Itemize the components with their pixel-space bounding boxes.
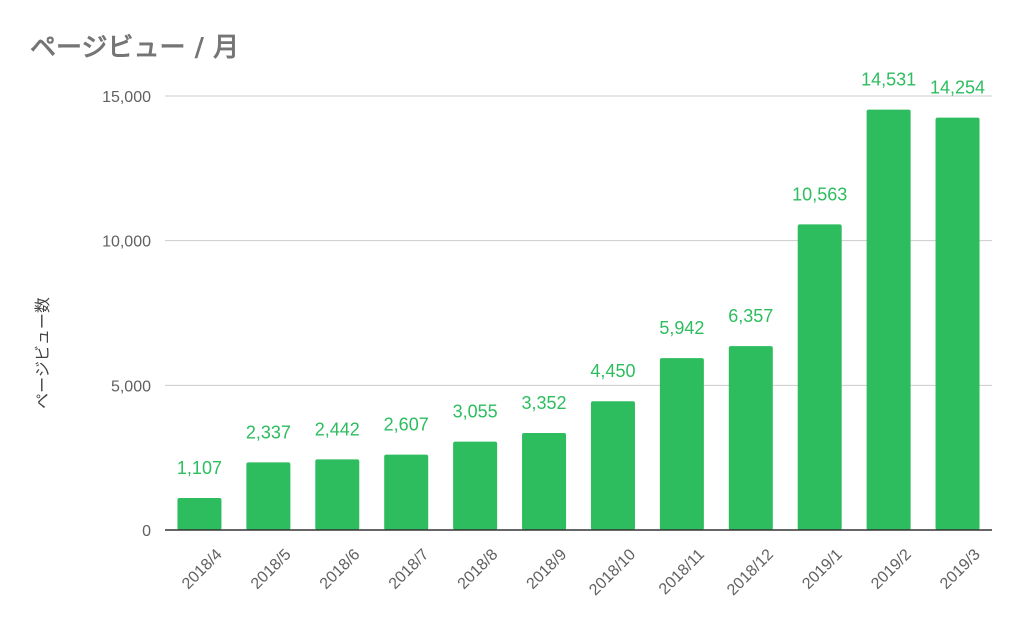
- gridlines: [165, 95, 992, 386]
- bar: [935, 117, 980, 531]
- data-label: 2,607: [384, 415, 429, 435]
- bar: [177, 497, 222, 530]
- data-label: 2,337: [246, 422, 291, 442]
- chart-title: ページビュー / 月: [30, 33, 239, 63]
- y-tick-label: 10,000: [102, 234, 151, 251]
- bar: [797, 224, 842, 530]
- bar: [453, 441, 498, 530]
- x-tick-label: 2018/9: [524, 546, 571, 593]
- x-tick-label: 2019/3: [937, 546, 984, 593]
- x-tick-label: 2018/6: [317, 546, 364, 593]
- bars: [177, 109, 980, 531]
- bar: [728, 346, 773, 530]
- data-label: 1,107: [177, 458, 222, 478]
- bar: [866, 109, 911, 530]
- data-label: 5,942: [659, 318, 704, 338]
- data-label: 3,055: [453, 402, 498, 422]
- data-label: 10,563: [792, 184, 847, 204]
- x-tick-label: 2018/11: [656, 546, 708, 598]
- bar: [384, 454, 429, 530]
- x-tick-label: 2018/5: [248, 546, 295, 593]
- data-labels: 1,107 2,337 2,442 2,607 3,055 3,352 4,450 5,942…: [177, 70, 985, 478]
- data-label: 14,531: [861, 70, 916, 90]
- y-tick-label: 0: [142, 523, 151, 540]
- data-label: 14,254: [930, 78, 985, 98]
- data-label: 2,442: [315, 419, 360, 439]
- data-label: 3,352: [522, 393, 567, 413]
- x-tick-label: 2018/4: [179, 546, 226, 593]
- y-axis-title: ページビュー数: [33, 297, 52, 409]
- y-tick-label: 5,000: [111, 378, 151, 395]
- bar: [246, 462, 291, 530]
- bar: [315, 459, 360, 530]
- x-tick-label: 2018/8: [455, 546, 502, 593]
- x-tick-label: 2019/1: [799, 546, 846, 593]
- x-tick-label: 2018/7: [386, 546, 433, 593]
- x-tick-label: 2018/12: [724, 546, 777, 599]
- x-axis-ticks: 2018/4 2018/5 2018/6 2018/7 2018/8 2018/9 2018…: [179, 546, 984, 599]
- y-axis-ticks: 0 5,000 10,000 15,000: [102, 89, 151, 540]
- bar: [659, 358, 704, 530]
- y-tick-label: 15,000: [102, 89, 151, 106]
- data-label: 4,450: [590, 361, 635, 381]
- x-tick-label: 2018/10: [586, 546, 639, 599]
- data-label: 6,357: [728, 306, 773, 326]
- x-tick-label: 2019/2: [868, 546, 915, 593]
- bar: [522, 433, 567, 530]
- bar: [590, 401, 635, 530]
